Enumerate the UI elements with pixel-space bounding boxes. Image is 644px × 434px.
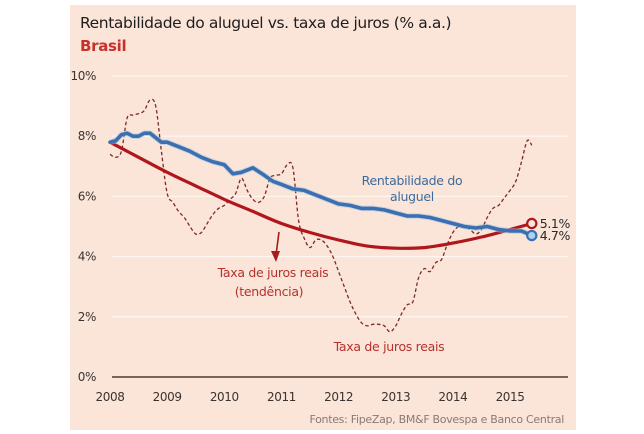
end-markers: 5.1%4.7%: [526, 216, 571, 243]
y-tick-label: 4%: [78, 250, 96, 264]
series-lines: [108, 98, 534, 333]
series-line-rentabilidade: [108, 131, 534, 238]
y-tick-label: 2%: [78, 310, 96, 324]
label-juros-reais: Taxa de juros reais: [333, 339, 445, 354]
x-tick-label: 2015: [496, 390, 525, 404]
end-marker-rentabilidade: [526, 229, 538, 242]
x-tick-label: 2008: [96, 390, 125, 404]
series-line-juros-reais: [109, 98, 533, 333]
x-tick-label: 2013: [381, 390, 410, 404]
trend-arrow-head-icon: [271, 251, 280, 262]
label-tendencia-line1: Taxa de juros reais: [217, 265, 329, 280]
y-tick-label: 6%: [78, 189, 96, 203]
x-axis-ticks: 2008 2009 2010 2011 2012 2013 2014 2015: [96, 390, 525, 404]
y-tick-label: 8%: [78, 129, 96, 143]
chart-title: Rentabilidade do aluguel vs. taxa de jur…: [80, 14, 452, 32]
chart-subtitle: Brasil: [80, 37, 127, 55]
end-label-tendencia: 5.1%: [540, 216, 571, 231]
end-label-rentabilidade: 4.7%: [540, 228, 571, 243]
series-line-juros-tendencia: [108, 140, 534, 250]
x-tick-label: 2009: [153, 390, 182, 404]
series-line-rentabilidade-glow: [109, 130, 533, 239]
label-rentabilidade-line1: Rentabilidade do: [362, 173, 463, 188]
annotations: Rentabilidade do aluguel Taxa de juros r…: [217, 173, 463, 354]
y-tick-label: 0%: [78, 370, 96, 384]
label-rentabilidade-line2: aluguel: [390, 189, 434, 204]
label-tendencia-line2: (tendência): [235, 284, 304, 299]
chart-source: Fontes: FipeZap, BM&F Bovespa e Banco Ce…: [309, 413, 564, 426]
x-tick-label: 2014: [438, 390, 467, 404]
y-axis-ticks: 0% 2% 4% 6% 8% 10%: [71, 69, 97, 384]
x-tick-label: 2011: [267, 390, 296, 404]
end-marker-tendencia: [526, 217, 538, 230]
y-tick-label: 10%: [71, 69, 96, 83]
x-tick-label: 2010: [210, 390, 239, 404]
x-tick-label: 2012: [324, 390, 353, 404]
gridlines: [112, 75, 568, 318]
